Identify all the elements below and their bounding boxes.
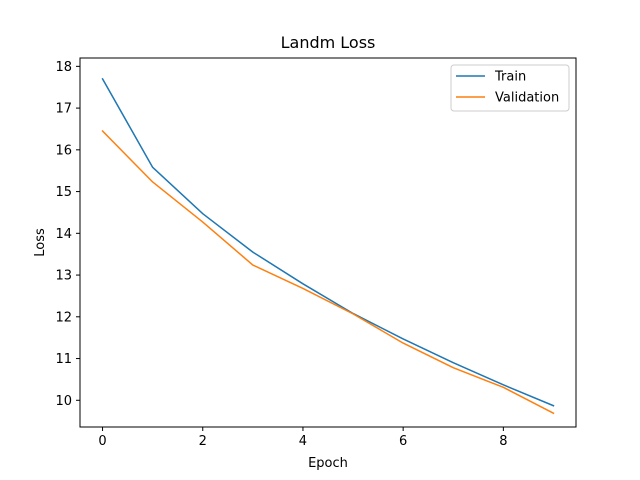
plot-frame [79,57,577,428]
x-axis-label: Epoch [308,456,348,471]
y-axis-ticks: 10 11 12 13 14 15 16 17 18 [55,60,80,409]
y-tick-label: 12 [55,310,72,325]
y-tick-label: 17 [55,102,72,117]
y-tick-label: 18 [55,60,72,75]
y-tick-label: 14 [55,227,72,242]
x-tick-label: 2 [199,434,207,449]
chart-title: Landm Loss [281,33,376,52]
x-tick-label: 0 [98,434,106,449]
y-tick-label: 11 [55,352,72,367]
y-tick-label: 13 [55,269,72,284]
series-line-train [101,77,555,407]
y-tick-label: 15 [55,185,72,200]
y-tick-label: 16 [55,143,72,158]
legend-label-train: Train [494,70,526,85]
x-tick-label: 4 [299,434,307,449]
x-tick-label: 6 [399,434,407,449]
y-tick-label: 10 [55,394,72,409]
legend: Train Validation [450,64,570,112]
x-axis-ticks: 0 2 4 6 8 [98,427,507,449]
x-tick-label: 8 [499,434,507,449]
plot-lines [101,77,555,415]
legend-label-validation: Validation [495,91,559,106]
y-axis-label: Loss [33,228,48,257]
series-line-validation [101,129,555,415]
